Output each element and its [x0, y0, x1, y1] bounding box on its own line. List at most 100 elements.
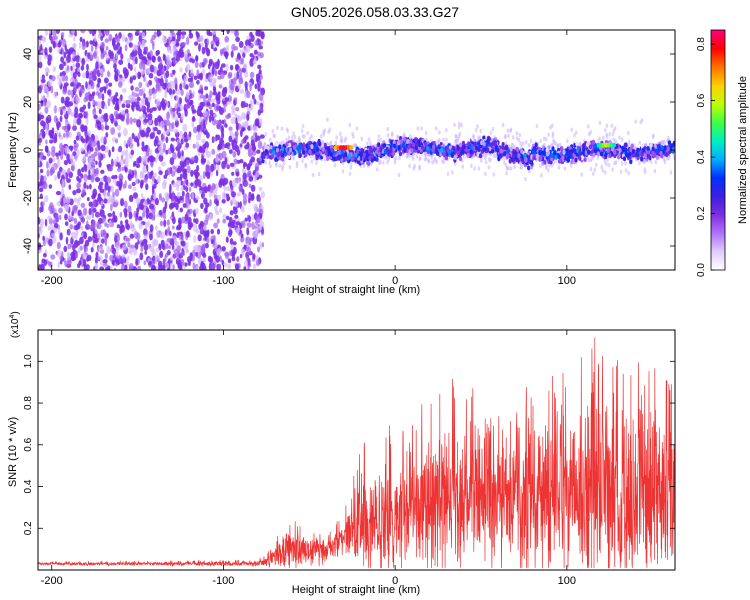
noise-speckle — [125, 237, 131, 242]
noise-speckle — [214, 67, 217, 76]
noise-speckle — [132, 75, 137, 81]
noise-speckle — [147, 220, 151, 228]
noise-speckle — [188, 187, 192, 192]
noise-speckle — [183, 138, 189, 143]
noise-speckle — [187, 77, 192, 83]
noise-speckle — [38, 137, 42, 143]
line-halo-speckle — [445, 127, 448, 133]
noise-speckle — [120, 53, 124, 60]
noise-speckle — [186, 48, 190, 55]
noise-speckle — [238, 41, 244, 48]
noise-speckle — [231, 197, 236, 205]
noise-speckle — [191, 120, 195, 128]
noise-speckle — [175, 225, 182, 231]
noise-speckle — [130, 247, 135, 253]
noise-speckle — [179, 56, 183, 62]
noise-speckle — [57, 261, 61, 269]
noise-speckle — [166, 237, 172, 243]
noise-speckle — [111, 217, 117, 223]
noise-speckle — [159, 78, 164, 87]
noise-speckle — [221, 246, 226, 252]
line-halo-speckle — [527, 143, 531, 148]
noise-speckle — [112, 191, 115, 198]
noise-speckle — [104, 238, 108, 247]
noise-speckle — [110, 185, 114, 194]
noise-speckle — [115, 250, 119, 257]
noise-speckle — [169, 48, 173, 55]
noise-speckle — [74, 155, 78, 162]
carrier-speckle — [323, 142, 327, 148]
noise-speckle — [81, 189, 86, 195]
line-halo-speckle — [355, 126, 359, 131]
line-halo-speckle — [349, 165, 353, 170]
carrier-speckle — [667, 140, 672, 146]
noise-speckle — [232, 151, 237, 158]
noise-speckle — [149, 203, 154, 210]
noise-speckle — [214, 61, 220, 70]
noise-speckle — [213, 36, 219, 42]
noise-speckle — [40, 120, 45, 127]
noise-speckle — [95, 61, 99, 70]
noise-speckle — [177, 112, 182, 119]
noise-speckle — [121, 166, 125, 172]
line-halo-speckle — [348, 171, 352, 176]
noise-speckle — [132, 266, 137, 270]
noise-speckle — [96, 212, 101, 218]
noise-speckle — [244, 91, 247, 99]
noise-speckle — [121, 88, 127, 93]
noise-speckle — [189, 81, 195, 89]
noise-speckle — [145, 151, 150, 157]
noise-speckle — [140, 246, 144, 253]
noise-speckle — [256, 215, 261, 224]
noise-speckle — [146, 106, 150, 113]
noise-speckle — [168, 245, 172, 250]
noise-speckle — [204, 86, 209, 91]
line-halo-speckle — [416, 126, 420, 131]
noise-speckle — [169, 30, 173, 34]
noise-speckle — [239, 89, 245, 94]
noise-speckle — [138, 61, 144, 70]
noise-speckle — [237, 83, 242, 89]
line-halo-speckle — [451, 170, 454, 175]
noise-speckle — [69, 154, 74, 162]
noise-speckle — [155, 247, 160, 253]
noise-speckle — [164, 125, 167, 132]
noise-speckle — [104, 125, 110, 131]
noise-speckle — [132, 118, 138, 123]
line-halo-speckle — [283, 160, 286, 166]
noise-speckle — [95, 160, 98, 165]
line-halo-speckle — [643, 167, 647, 172]
noise-speckle — [86, 40, 89, 48]
line-halo-speckle — [507, 144, 511, 149]
noise-speckle — [118, 175, 124, 181]
line-halo-speckle — [438, 130, 441, 135]
noise-speckle — [57, 48, 61, 54]
noise-speckle — [48, 46, 53, 53]
noise-speckle — [178, 233, 184, 241]
noise-speckle — [234, 131, 239, 137]
noise-speckle — [253, 203, 258, 212]
noise-speckle — [94, 135, 99, 142]
noise-speckle — [46, 68, 50, 74]
noise-speckle — [167, 226, 171, 235]
noise-speckle — [228, 149, 233, 155]
noise-speckle — [147, 113, 153, 121]
noise-speckle — [240, 49, 244, 54]
line-halo-speckle — [485, 153, 488, 158]
line-halo-speckle — [382, 160, 385, 165]
noise-speckle — [160, 161, 166, 167]
noise-speckle — [57, 227, 61, 235]
noise-speckle — [76, 240, 81, 246]
line-halo-speckle — [271, 128, 275, 134]
noise-speckle — [205, 147, 209, 155]
noise-speckle — [70, 160, 76, 165]
noise-speckle — [38, 228, 43, 235]
noise-speckle — [80, 30, 86, 34]
line-halo-speckle — [596, 155, 600, 160]
noise-speckle — [61, 125, 67, 130]
noise-speckle — [169, 143, 174, 152]
noise-speckle — [94, 37, 97, 42]
line-halo-speckle — [627, 130, 630, 136]
noise-speckle — [173, 50, 177, 59]
line-halo-speckle — [424, 156, 428, 161]
